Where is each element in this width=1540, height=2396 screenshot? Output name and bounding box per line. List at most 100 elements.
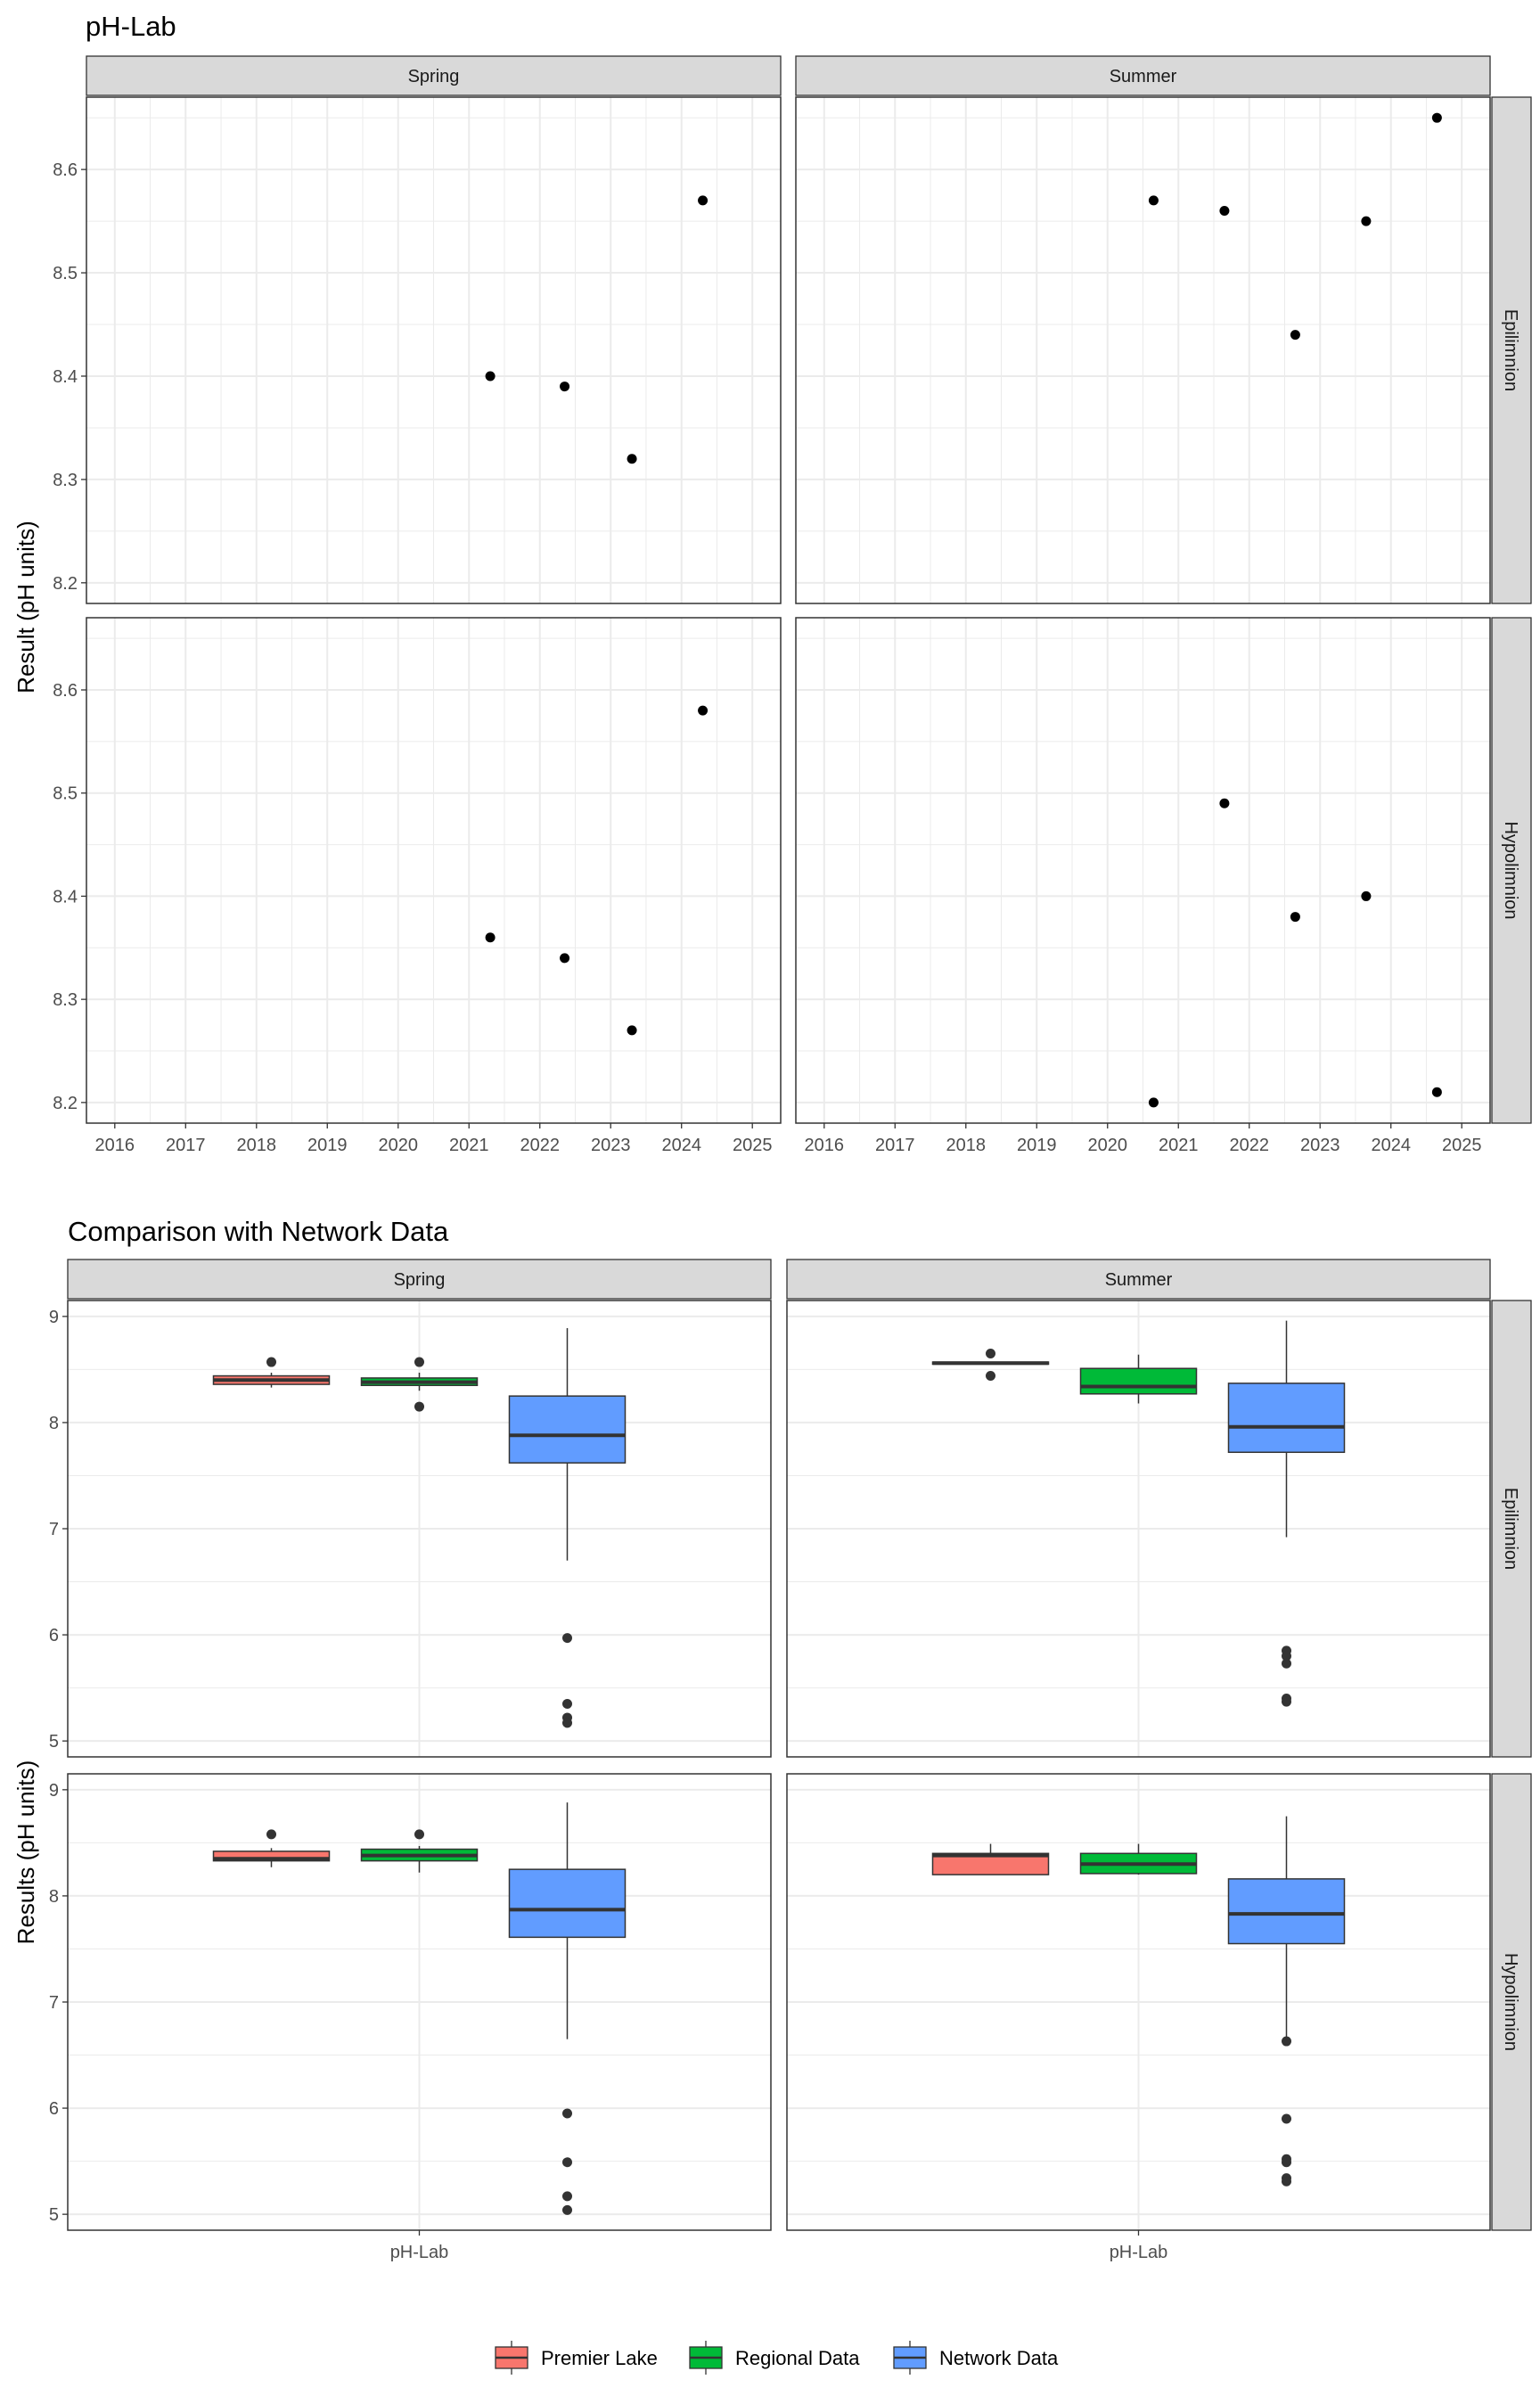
facet-strip-label: Epilimnion bbox=[1501, 309, 1520, 391]
legend-item: Regional Data bbox=[689, 2341, 860, 2375]
x-tick-label: 2016 bbox=[805, 1136, 845, 1155]
panel-summer-epilimnion bbox=[786, 1300, 1491, 1758]
y-tick-label: 9 bbox=[49, 1781, 59, 1801]
legend-label: Premier Lake bbox=[541, 2347, 658, 2369]
data-point bbox=[485, 371, 496, 382]
x-tick-label: 2021 bbox=[1159, 1136, 1199, 1155]
boxplot-chart: Comparison with Network Data Results (pH… bbox=[12, 1216, 1532, 2375]
outlier-point bbox=[986, 1371, 995, 1382]
facet-strip-label: Epilimnion bbox=[1501, 1488, 1520, 1570]
outlier-point bbox=[562, 2108, 572, 2119]
panel-spring-hypolimnion: 5 6 7 8 9 pH-Lab bbox=[49, 1773, 772, 2262]
y-tick-label: 5 bbox=[49, 2205, 59, 2225]
panel-summer-hypolimnion: 2016 2017 2018 2019 2020 2021 2022 2023 2024 2025 bbox=[795, 617, 1491, 1155]
box-premier-lake bbox=[212, 1829, 331, 1867]
y-tick-label: 5 bbox=[49, 1732, 59, 1752]
facet-strip-label: Hypolimnion bbox=[1501, 1953, 1520, 2051]
outlier-point bbox=[1282, 1651, 1291, 1662]
panel-border bbox=[786, 1300, 1491, 1758]
box-regional-data bbox=[1079, 1354, 1198, 1404]
outlier-point bbox=[1282, 2157, 1291, 2168]
outlier-point bbox=[414, 1401, 424, 1412]
outlier-point bbox=[562, 2204, 572, 2215]
x-tick-label: 2022 bbox=[1229, 1136, 1269, 1155]
box-network-data bbox=[1227, 1816, 1346, 2187]
outlier-point bbox=[562, 2157, 572, 2168]
x-tick-label: 2017 bbox=[875, 1136, 915, 1155]
x-tick-label: 2023 bbox=[1300, 1136, 1340, 1155]
y-tick-label: 7 bbox=[49, 1993, 59, 2013]
x-tick-label: 2018 bbox=[946, 1136, 987, 1155]
panel-spring-epilimnion: 8.2 8.3 8.4 8.5 8.6 bbox=[53, 96, 782, 604]
facet-strip-label: Summer bbox=[1110, 67, 1177, 86]
x-tick-label: 2019 bbox=[1017, 1136, 1057, 1155]
data-point bbox=[1290, 912, 1300, 923]
panel-spring-epilimnion: 5 6 7 8 9 bbox=[49, 1300, 772, 1758]
x-tick-label: pH-Lab bbox=[390, 2243, 449, 2262]
outlier-point bbox=[1282, 2036, 1291, 2047]
outlier-point bbox=[562, 2191, 572, 2202]
legend: Premier Lake Regional Data Network Data bbox=[495, 2341, 1059, 2375]
y-tick-label: 8.3 bbox=[53, 471, 78, 490]
outlier-point bbox=[1282, 2176, 1291, 2187]
y-tick-label: 8.6 bbox=[53, 681, 78, 701]
box-network-data bbox=[508, 1327, 627, 1728]
y-tick-label: 8.4 bbox=[53, 887, 78, 907]
data-point bbox=[698, 705, 709, 716]
x-tick-label: 2018 bbox=[237, 1136, 277, 1155]
outlier-point bbox=[1282, 2113, 1291, 2124]
y-tick-label: 8.5 bbox=[53, 784, 78, 804]
y-tick-label: 9 bbox=[49, 1308, 59, 1327]
panel-border bbox=[86, 96, 782, 604]
data-point bbox=[560, 382, 570, 392]
x-tick-label: 2020 bbox=[1088, 1136, 1128, 1155]
facet-strip-summer bbox=[786, 1259, 1491, 1300]
outlier-point bbox=[986, 1349, 995, 1359]
outlier-point bbox=[414, 1357, 424, 1367]
outlier-point bbox=[414, 1829, 424, 1840]
facet-strip-epilimnion bbox=[1491, 96, 1532, 604]
outlier-point bbox=[1282, 1658, 1291, 1669]
box-regional-data bbox=[360, 1357, 479, 1412]
box-premier-lake bbox=[931, 1349, 1050, 1382]
box-body bbox=[212, 1850, 331, 1862]
panel-border bbox=[86, 617, 782, 1124]
facet-strip-spring bbox=[67, 1259, 772, 1300]
chart2-title: Comparison with Network Data bbox=[68, 1216, 449, 1247]
x-tick-label: 2025 bbox=[733, 1136, 773, 1155]
box-body bbox=[1079, 1367, 1198, 1395]
outlier-point bbox=[1282, 1696, 1291, 1707]
x-tick-label: 2022 bbox=[520, 1136, 560, 1155]
chart1-title: pH-Lab bbox=[86, 11, 176, 42]
panel-border bbox=[795, 96, 1491, 604]
data-point bbox=[627, 454, 637, 464]
data-point bbox=[560, 953, 570, 964]
box-network-data bbox=[508, 1802, 627, 2215]
box-network-data bbox=[1227, 1320, 1346, 1707]
y-tick-label: 6 bbox=[49, 1626, 59, 1645]
x-tick-label: 2023 bbox=[591, 1136, 631, 1155]
panel-border bbox=[795, 617, 1491, 1124]
y-tick-label: 8.2 bbox=[53, 574, 78, 594]
legend-label: Regional Data bbox=[735, 2347, 860, 2369]
legend-item: Premier Lake bbox=[495, 2341, 658, 2375]
x-tick-label: 2020 bbox=[379, 1136, 419, 1155]
data-point bbox=[1148, 195, 1159, 206]
data-point bbox=[1148, 1097, 1159, 1108]
panel-summer-epilimnion bbox=[795, 96, 1491, 604]
data-point bbox=[1431, 112, 1442, 123]
box-body bbox=[1227, 1878, 1346, 1945]
box-body bbox=[931, 1852, 1050, 1875]
x-tick-label: pH-Lab bbox=[1110, 2243, 1168, 2262]
y-tick-label: 8.6 bbox=[53, 160, 78, 180]
y-tick-label: 8.2 bbox=[53, 1094, 78, 1113]
data-point bbox=[698, 195, 709, 206]
legend-label: Network Data bbox=[939, 2347, 1059, 2369]
x-tick-label: 2025 bbox=[1442, 1136, 1482, 1155]
y-tick-label: 7 bbox=[49, 1520, 59, 1539]
box-premier-lake bbox=[931, 1843, 1050, 1875]
data-point bbox=[1361, 216, 1372, 226]
facet-strip-label: Summer bbox=[1105, 1270, 1173, 1290]
x-tick-label: 2017 bbox=[166, 1136, 206, 1155]
box-body bbox=[508, 1395, 627, 1464]
